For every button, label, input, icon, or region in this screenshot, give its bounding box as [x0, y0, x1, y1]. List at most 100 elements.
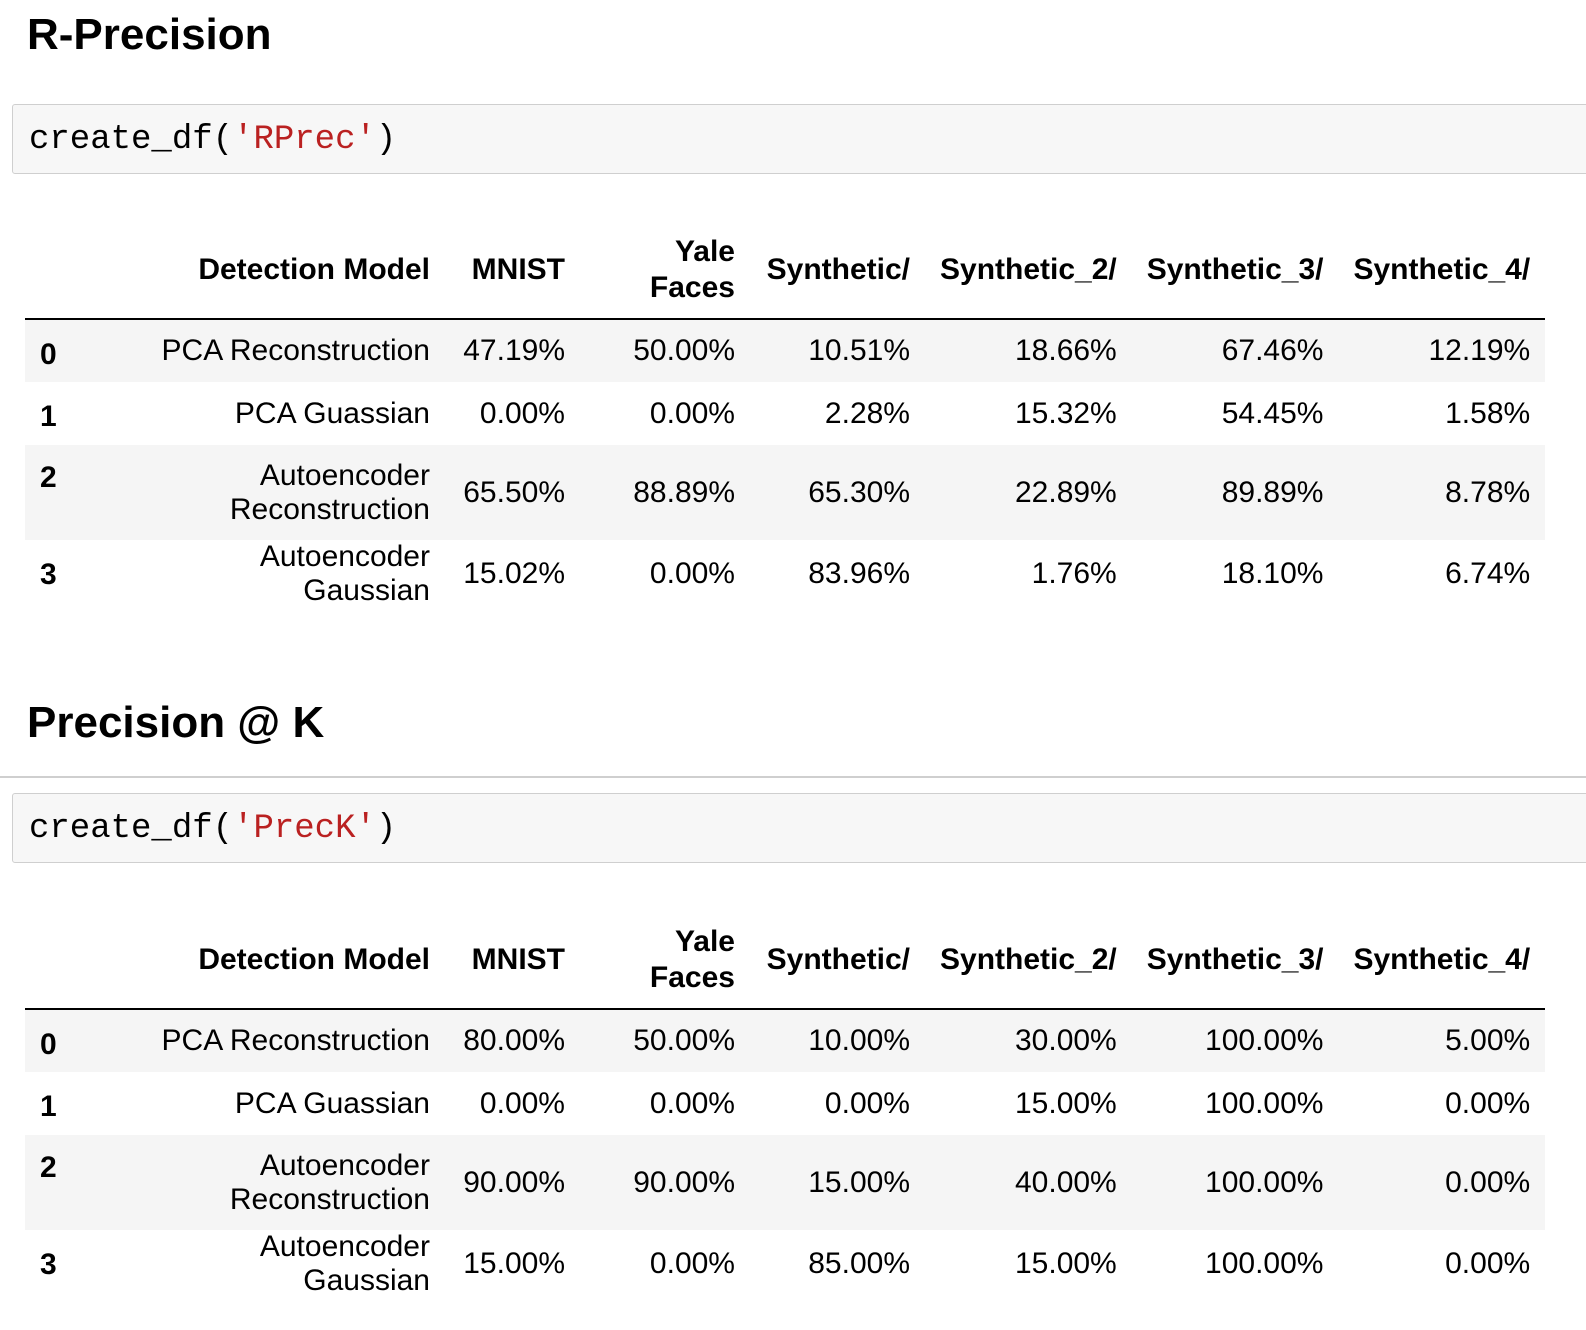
- column-header-index: [25, 222, 115, 319]
- cell-synthetic-2: 22.89%: [1014, 475, 1117, 509]
- table-row: 1 PCA Guassian 0.00% 0.00% 2.28% 15.32% 54.45%…: [25, 382, 1545, 445]
- row-index: 1: [40, 400, 57, 433]
- cell-synthetic-3: 67.46%: [1221, 334, 1324, 367]
- row-index: 3: [40, 1248, 57, 1281]
- code-arg: 'PrecK': [233, 810, 376, 848]
- column-header-mnist: MNIST: [471, 253, 565, 286]
- header-row: Detection Model MNIST Yale Faces Synthetic/…: [25, 912, 1546, 1009]
- cell-mnist: 65.50%: [463, 475, 565, 509]
- cell-synthetic-4: 1.58%: [1445, 396, 1531, 430]
- cell-synthetic-4: 0.00%: [1445, 1247, 1531, 1280]
- column-header-synthetic-2: Synthetic_2/: [940, 253, 1117, 286]
- cell-synthetic: 10.00%: [808, 1024, 910, 1057]
- cell-synthetic-2: 40.00%: [1014, 1165, 1117, 1199]
- cell-mnist: 47.19%: [463, 334, 565, 367]
- cell-detection-model: Autoencoder Reconstruction: [229, 458, 430, 526]
- cell-synthetic-4: 5.00%: [1445, 1024, 1531, 1057]
- dataframe-rprec: Detection Model MNIST Yale Faces Synthetic/…: [25, 222, 1546, 608]
- column-header-synthetic: Synthetic/: [766, 943, 910, 976]
- cell-synthetic-3: 100.00%: [1205, 1024, 1324, 1057]
- cell-synthetic-3: 100.00%: [1205, 1086, 1324, 1120]
- cell-mnist: 0.00%: [479, 1086, 565, 1120]
- column-header-index: [25, 912, 115, 1009]
- cell-synthetic: 10.51%: [808, 334, 910, 367]
- cell-synthetic-4: 0.00%: [1445, 1165, 1531, 1199]
- cell-synthetic-3: 89.89%: [1221, 475, 1324, 509]
- cell-synthetic-2: 15.00%: [1014, 1086, 1117, 1120]
- cell-yale-faces: 0.00%: [649, 557, 735, 590]
- code-func: create_df(: [29, 810, 234, 848]
- cell-synthetic: 2.28%: [824, 396, 910, 430]
- table-row: 1 PCA Guassian 0.00% 0.00% 0.00% 15.00% 100.00…: [25, 1072, 1545, 1135]
- cell-mnist: 0.00%: [479, 396, 565, 430]
- column-header-synthetic: Synthetic/: [766, 253, 910, 286]
- column-header-mnist: MNIST: [471, 943, 565, 976]
- cell-detection-model: PCA Guassian: [234, 396, 430, 430]
- cell-mnist: 15.00%: [463, 1247, 565, 1280]
- column-header-yale-faces: Yale Faces: [649, 925, 735, 994]
- header-row: Detection Model MNIST Yale Faces Synthetic/…: [25, 222, 1546, 319]
- section-heading-preck: Precision @ K: [27, 698, 325, 747]
- code-arg: 'RPrec': [233, 121, 376, 159]
- code-cell-rprec[interactable]: create_df('RPrec'): [12, 104, 1586, 174]
- cell-synthetic-2: 30.00%: [1014, 1024, 1117, 1057]
- cell-synthetic-4: 0.00%: [1445, 1086, 1531, 1120]
- code-input: create_df('RPrec'): [29, 121, 396, 159]
- cell-yale-faces: 50.00%: [633, 1024, 735, 1057]
- row-index: 1: [40, 1090, 57, 1123]
- cell-synthetic-3: 54.45%: [1221, 396, 1324, 430]
- column-header-synthetic-3: Synthetic_3/: [1146, 943, 1324, 976]
- cell-mnist: 90.00%: [463, 1165, 565, 1199]
- table-row: 2 Autoencoder Reconstruction 65.50% 88.89% 6…: [25, 445, 1546, 540]
- table-row: 0 PCA Reconstruction 80.00% 50.00% 10.00% 30.…: [25, 1009, 1546, 1072]
- row-index: 3: [40, 558, 57, 591]
- cell-synthetic-2: 15.00%: [1014, 1247, 1117, 1280]
- column-header-synthetic-3: Synthetic_3/: [1146, 253, 1324, 286]
- cell-mnist: 15.02%: [463, 557, 565, 590]
- cell-detection-model: Autoencoder Gaussian: [259, 1230, 430, 1297]
- column-header-detection-model: Detection Model: [198, 253, 430, 286]
- row-index: 2: [40, 461, 57, 494]
- cell-synthetic: 65.30%: [808, 475, 910, 509]
- cell-synthetic-2: 18.66%: [1014, 334, 1117, 367]
- cell-synthetic-4: 6.74%: [1445, 557, 1531, 590]
- code-func: create_df(: [29, 121, 234, 159]
- cell-synthetic-2: 15.32%: [1014, 396, 1117, 430]
- code-close: ): [375, 810, 397, 848]
- cell-synthetic-3: 18.10%: [1221, 557, 1324, 590]
- cell-yale-faces: 90.00%: [633, 1165, 735, 1199]
- cell-synthetic: 0.00%: [824, 1086, 910, 1120]
- cell-detection-model: PCA Reconstruction: [161, 1024, 430, 1057]
- cell-yale-faces: 0.00%: [649, 396, 735, 430]
- cell-divider: [0, 776, 1586, 778]
- cell-synthetic-4: 12.19%: [1428, 334, 1531, 367]
- row-index: 0: [40, 338, 57, 371]
- cell-synthetic-2: 1.76%: [1031, 557, 1117, 590]
- cell-yale-faces: 50.00%: [633, 334, 735, 367]
- cell-detection-model: PCA Reconstruction: [161, 334, 430, 367]
- column-header-detection-model: Detection Model: [198, 943, 430, 976]
- section-heading-rprec: R-Precision: [27, 10, 272, 59]
- table-row: 3 Autoencoder Gaussian 15.02% 0.00% 83.96% 1.…: [25, 540, 1545, 608]
- column-header-synthetic-2: Synthetic_2/: [940, 943, 1117, 976]
- row-index: 2: [40, 1151, 57, 1184]
- cell-synthetic: 15.00%: [808, 1165, 910, 1199]
- column-header-synthetic-4: Synthetic_4/: [1353, 943, 1531, 976]
- code-cell-preck[interactable]: create_df('PrecK'): [12, 793, 1586, 863]
- table-row: 2 Autoencoder Reconstruction 90.00% 90.00% 1…: [25, 1135, 1546, 1230]
- table-row: 3 Autoencoder Gaussian 15.00% 0.00% 85.00% 15…: [25, 1230, 1545, 1298]
- cell-detection-model: Autoencoder Gaussian: [259, 540, 430, 607]
- cell-synthetic: 83.96%: [808, 557, 910, 590]
- column-header-yale-faces: Yale Faces: [649, 235, 735, 304]
- table-row: 0 PCA Reconstruction 47.19% 50.00% 10.51% 18.…: [25, 319, 1546, 382]
- cell-yale-faces: 0.00%: [649, 1086, 735, 1120]
- column-header-synthetic-4: Synthetic_4/: [1353, 253, 1531, 286]
- cell-yale-faces: 0.00%: [649, 1247, 735, 1280]
- code-input: create_df('PrecK'): [29, 810, 396, 848]
- dataframe-preck: Detection Model MNIST Yale Faces Synthetic/…: [25, 912, 1546, 1298]
- cell-detection-model: PCA Guassian: [234, 1086, 430, 1120]
- cell-synthetic: 85.00%: [808, 1247, 910, 1280]
- cell-synthetic-3: 100.00%: [1205, 1165, 1324, 1199]
- code-close: ): [375, 121, 397, 159]
- cell-detection-model: Autoencoder Reconstruction: [229, 1148, 430, 1216]
